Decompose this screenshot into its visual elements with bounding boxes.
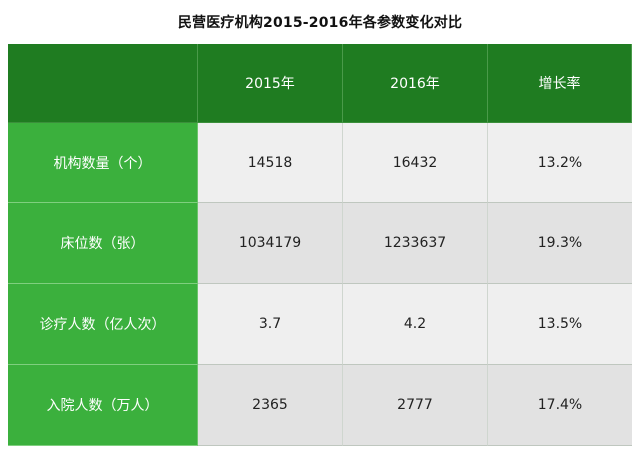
row-label-institutions: 机构数量（个） bbox=[8, 123, 198, 203]
cell-institutions-2015: 14518 bbox=[198, 123, 343, 203]
cell-admissions-growth: 17.4% bbox=[488, 365, 632, 446]
header-growth-rate: 增长率 bbox=[488, 44, 632, 123]
cell-institutions-2016: 16432 bbox=[343, 123, 488, 203]
cell-institutions-growth: 13.2% bbox=[488, 123, 632, 203]
data-table: 2015年 2016年 增长率 机构数量（个） 14518 16432 13.2… bbox=[8, 44, 632, 446]
cell-admissions-2016: 2777 bbox=[343, 365, 488, 446]
cell-visits-2016: 4.2 bbox=[343, 284, 488, 365]
header-corner-cell bbox=[8, 44, 198, 123]
header-2016: 2016年 bbox=[343, 44, 488, 123]
cell-beds-growth: 19.3% bbox=[488, 203, 632, 284]
row-label-visits: 诊疗人数（亿人次） bbox=[8, 284, 198, 365]
row-label-admissions: 入院人数（万人） bbox=[8, 365, 198, 446]
cell-beds-2016: 1233637 bbox=[343, 203, 488, 284]
cell-admissions-2015: 2365 bbox=[198, 365, 343, 446]
chart-title: 民营医疗机构2015-2016年各参数变化对比 bbox=[177, 15, 463, 31]
cell-visits-2015: 3.7 bbox=[198, 284, 343, 365]
row-label-beds: 床位数（张） bbox=[8, 203, 198, 284]
cell-visits-growth: 13.5% bbox=[488, 284, 632, 365]
header-2015: 2015年 bbox=[198, 44, 343, 123]
cell-beds-2015: 1034179 bbox=[198, 203, 343, 284]
